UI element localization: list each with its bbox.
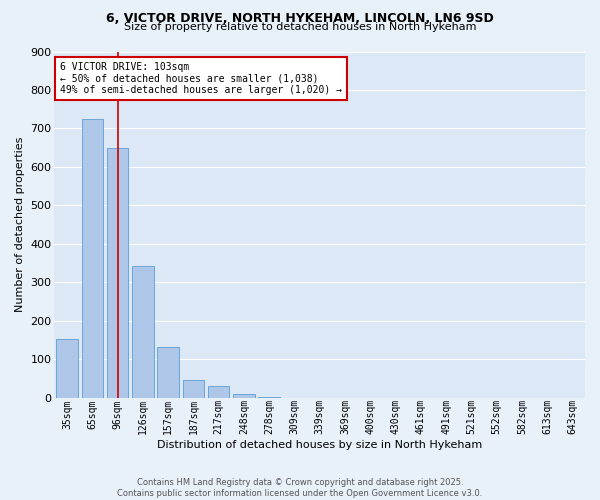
Text: Size of property relative to detached houses in North Hykeham: Size of property relative to detached ho… bbox=[124, 22, 476, 32]
X-axis label: Distribution of detached houses by size in North Hykeham: Distribution of detached houses by size … bbox=[157, 440, 482, 450]
Bar bbox=[107, 148, 128, 398]
Text: 6, VICTOR DRIVE, NORTH HYKEHAM, LINCOLN, LN6 9SD: 6, VICTOR DRIVE, NORTH HYKEHAM, LINCOLN,… bbox=[106, 12, 494, 26]
Text: 6 VICTOR DRIVE: 103sqm
← 50% of detached houses are smaller (1,038)
49% of semi-: 6 VICTOR DRIVE: 103sqm ← 50% of detached… bbox=[60, 62, 342, 95]
Bar bbox=[233, 394, 254, 398]
Bar bbox=[157, 347, 179, 398]
Bar bbox=[182, 380, 204, 398]
Bar bbox=[259, 396, 280, 398]
Y-axis label: Number of detached properties: Number of detached properties bbox=[15, 137, 25, 312]
Text: Contains HM Land Registry data © Crown copyright and database right 2025.
Contai: Contains HM Land Registry data © Crown c… bbox=[118, 478, 482, 498]
Bar bbox=[208, 386, 229, 398]
Bar bbox=[56, 340, 78, 398]
Bar bbox=[82, 119, 103, 398]
Bar bbox=[132, 266, 154, 398]
